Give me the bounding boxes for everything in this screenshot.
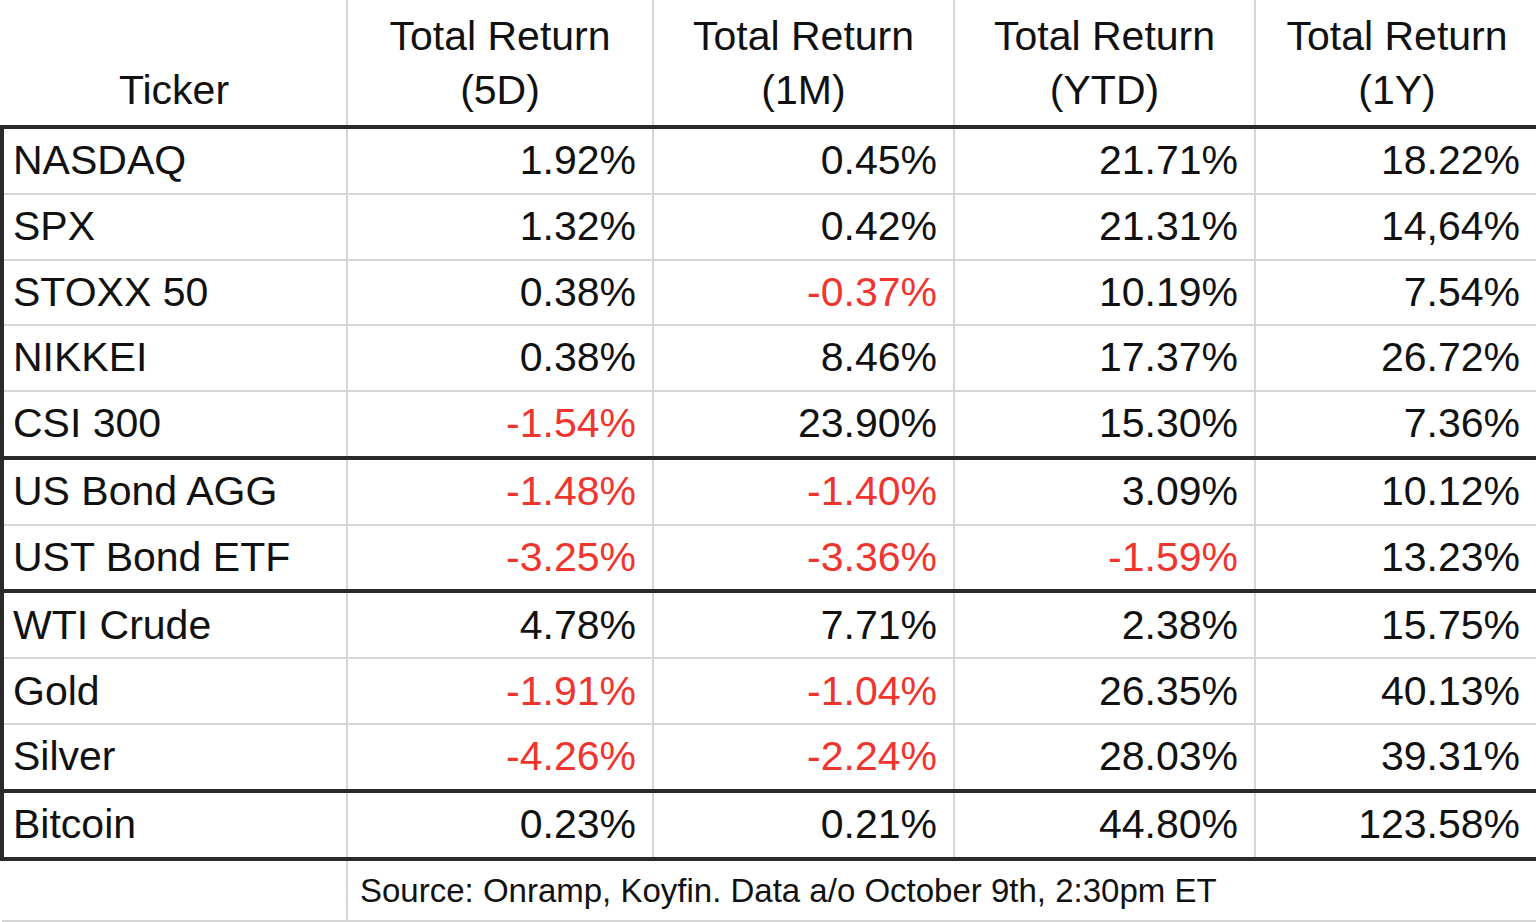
value-cell: -1.04%	[653, 658, 954, 724]
value-cell: -1.91%	[347, 658, 653, 724]
market-returns-page: TickerTotal Return (5D)Total Return (1M)…	[0, 0, 1536, 922]
table-row: Gold-1.91%-1.04%26.35%40.13%	[2, 658, 1536, 724]
value-cell: -1.40%	[653, 458, 954, 525]
ticker-cell: UST Bond ETF	[2, 525, 347, 592]
value-cell: -1.59%	[954, 525, 1255, 592]
table-row: CSI 300-1.54%23.90%15.30%7.36%	[2, 391, 1536, 458]
table-row: UST Bond ETF-3.25%-3.36%-1.59%13.23%	[2, 525, 1536, 592]
ticker-cell: US Bond AGG	[2, 458, 347, 525]
source-note: Source: Onramp, Koyfin. Data a/o October…	[347, 859, 1536, 921]
value-cell: 18.22%	[1255, 127, 1536, 194]
value-cell: 0.21%	[653, 791, 954, 859]
value-cell: 0.45%	[653, 127, 954, 194]
value-cell: -2.24%	[653, 724, 954, 791]
value-cell: 0.38%	[347, 325, 653, 391]
value-cell: 21.71%	[954, 127, 1255, 194]
value-cell: 44.80%	[954, 791, 1255, 859]
table-row: WTI Crude4.78%7.71%2.38%15.75%	[2, 591, 1536, 658]
table-row: US Bond AGG-1.48%-1.40%3.09%10.12%	[2, 458, 1536, 525]
ticker-cell: STOXX 50	[2, 260, 347, 326]
source-row-spacer	[2, 859, 347, 921]
value-cell: 123.58%	[1255, 791, 1536, 859]
value-cell: 13.23%	[1255, 525, 1536, 592]
value-cell: 23.90%	[653, 391, 954, 458]
value-cell: 7.54%	[1255, 260, 1536, 326]
table-row: Bitcoin0.23%0.21%44.80%123.58%	[2, 791, 1536, 859]
value-cell: -3.36%	[653, 525, 954, 592]
value-cell: 8.46%	[653, 325, 954, 391]
table-row: STOXX 500.38%-0.37%10.19%7.54%	[2, 260, 1536, 326]
ticker-cell: NASDAQ	[2, 127, 347, 194]
ticker-cell: Silver	[2, 724, 347, 791]
value-cell: 7.71%	[653, 591, 954, 658]
ticker-cell: CSI 300	[2, 391, 347, 458]
header-row: TickerTotal Return (5D)Total Return (1M)…	[2, 0, 1536, 127]
table-row: Silver-4.26%-2.24%28.03%39.31%	[2, 724, 1536, 791]
ticker-cell: SPX	[2, 194, 347, 260]
value-cell: 21.31%	[954, 194, 1255, 260]
value-cell: 7.36%	[1255, 391, 1536, 458]
column-header-1: Total Return (5D)	[347, 0, 653, 127]
ticker-cell: Gold	[2, 658, 347, 724]
returns-table: TickerTotal Return (5D)Total Return (1M)…	[0, 0, 1536, 922]
ticker-cell: NIKKEI	[2, 325, 347, 391]
value-cell: 0.42%	[653, 194, 954, 260]
value-cell: 0.23%	[347, 791, 653, 859]
value-cell: 0.38%	[347, 260, 653, 326]
value-cell: -0.37%	[653, 260, 954, 326]
value-cell: 10.12%	[1255, 458, 1536, 525]
value-cell: 17.37%	[954, 325, 1255, 391]
value-cell: 28.03%	[954, 724, 1255, 791]
value-cell: 2.38%	[954, 591, 1255, 658]
value-cell: 26.72%	[1255, 325, 1536, 391]
value-cell: 15.75%	[1255, 591, 1536, 658]
value-cell: 14,64%	[1255, 194, 1536, 260]
value-cell: 15.30%	[954, 391, 1255, 458]
value-cell: -3.25%	[347, 525, 653, 592]
column-header-4: Total Return (1Y)	[1255, 0, 1536, 127]
column-header-ticker: Ticker	[2, 0, 347, 127]
value-cell: -4.26%	[347, 724, 653, 791]
value-cell: -1.48%	[347, 458, 653, 525]
table-row: SPX1.32%0.42%21.31%14,64%	[2, 194, 1536, 260]
table-row: NIKKEI0.38%8.46%17.37%26.72%	[2, 325, 1536, 391]
value-cell: 26.35%	[954, 658, 1255, 724]
ticker-cell: WTI Crude	[2, 591, 347, 658]
value-cell: -1.54%	[347, 391, 653, 458]
value-cell: 40.13%	[1255, 658, 1536, 724]
value-cell: 4.78%	[347, 591, 653, 658]
column-header-2: Total Return (1M)	[653, 0, 954, 127]
table-row: NASDAQ1.92%0.45%21.71%18.22%	[2, 127, 1536, 194]
value-cell: 1.92%	[347, 127, 653, 194]
value-cell: 3.09%	[954, 458, 1255, 525]
value-cell: 39.31%	[1255, 724, 1536, 791]
column-header-3: Total Return (YTD)	[954, 0, 1255, 127]
ticker-cell: Bitcoin	[2, 791, 347, 859]
value-cell: 10.19%	[954, 260, 1255, 326]
source-row: Source: Onramp, Koyfin. Data a/o October…	[2, 859, 1536, 921]
value-cell: 1.32%	[347, 194, 653, 260]
